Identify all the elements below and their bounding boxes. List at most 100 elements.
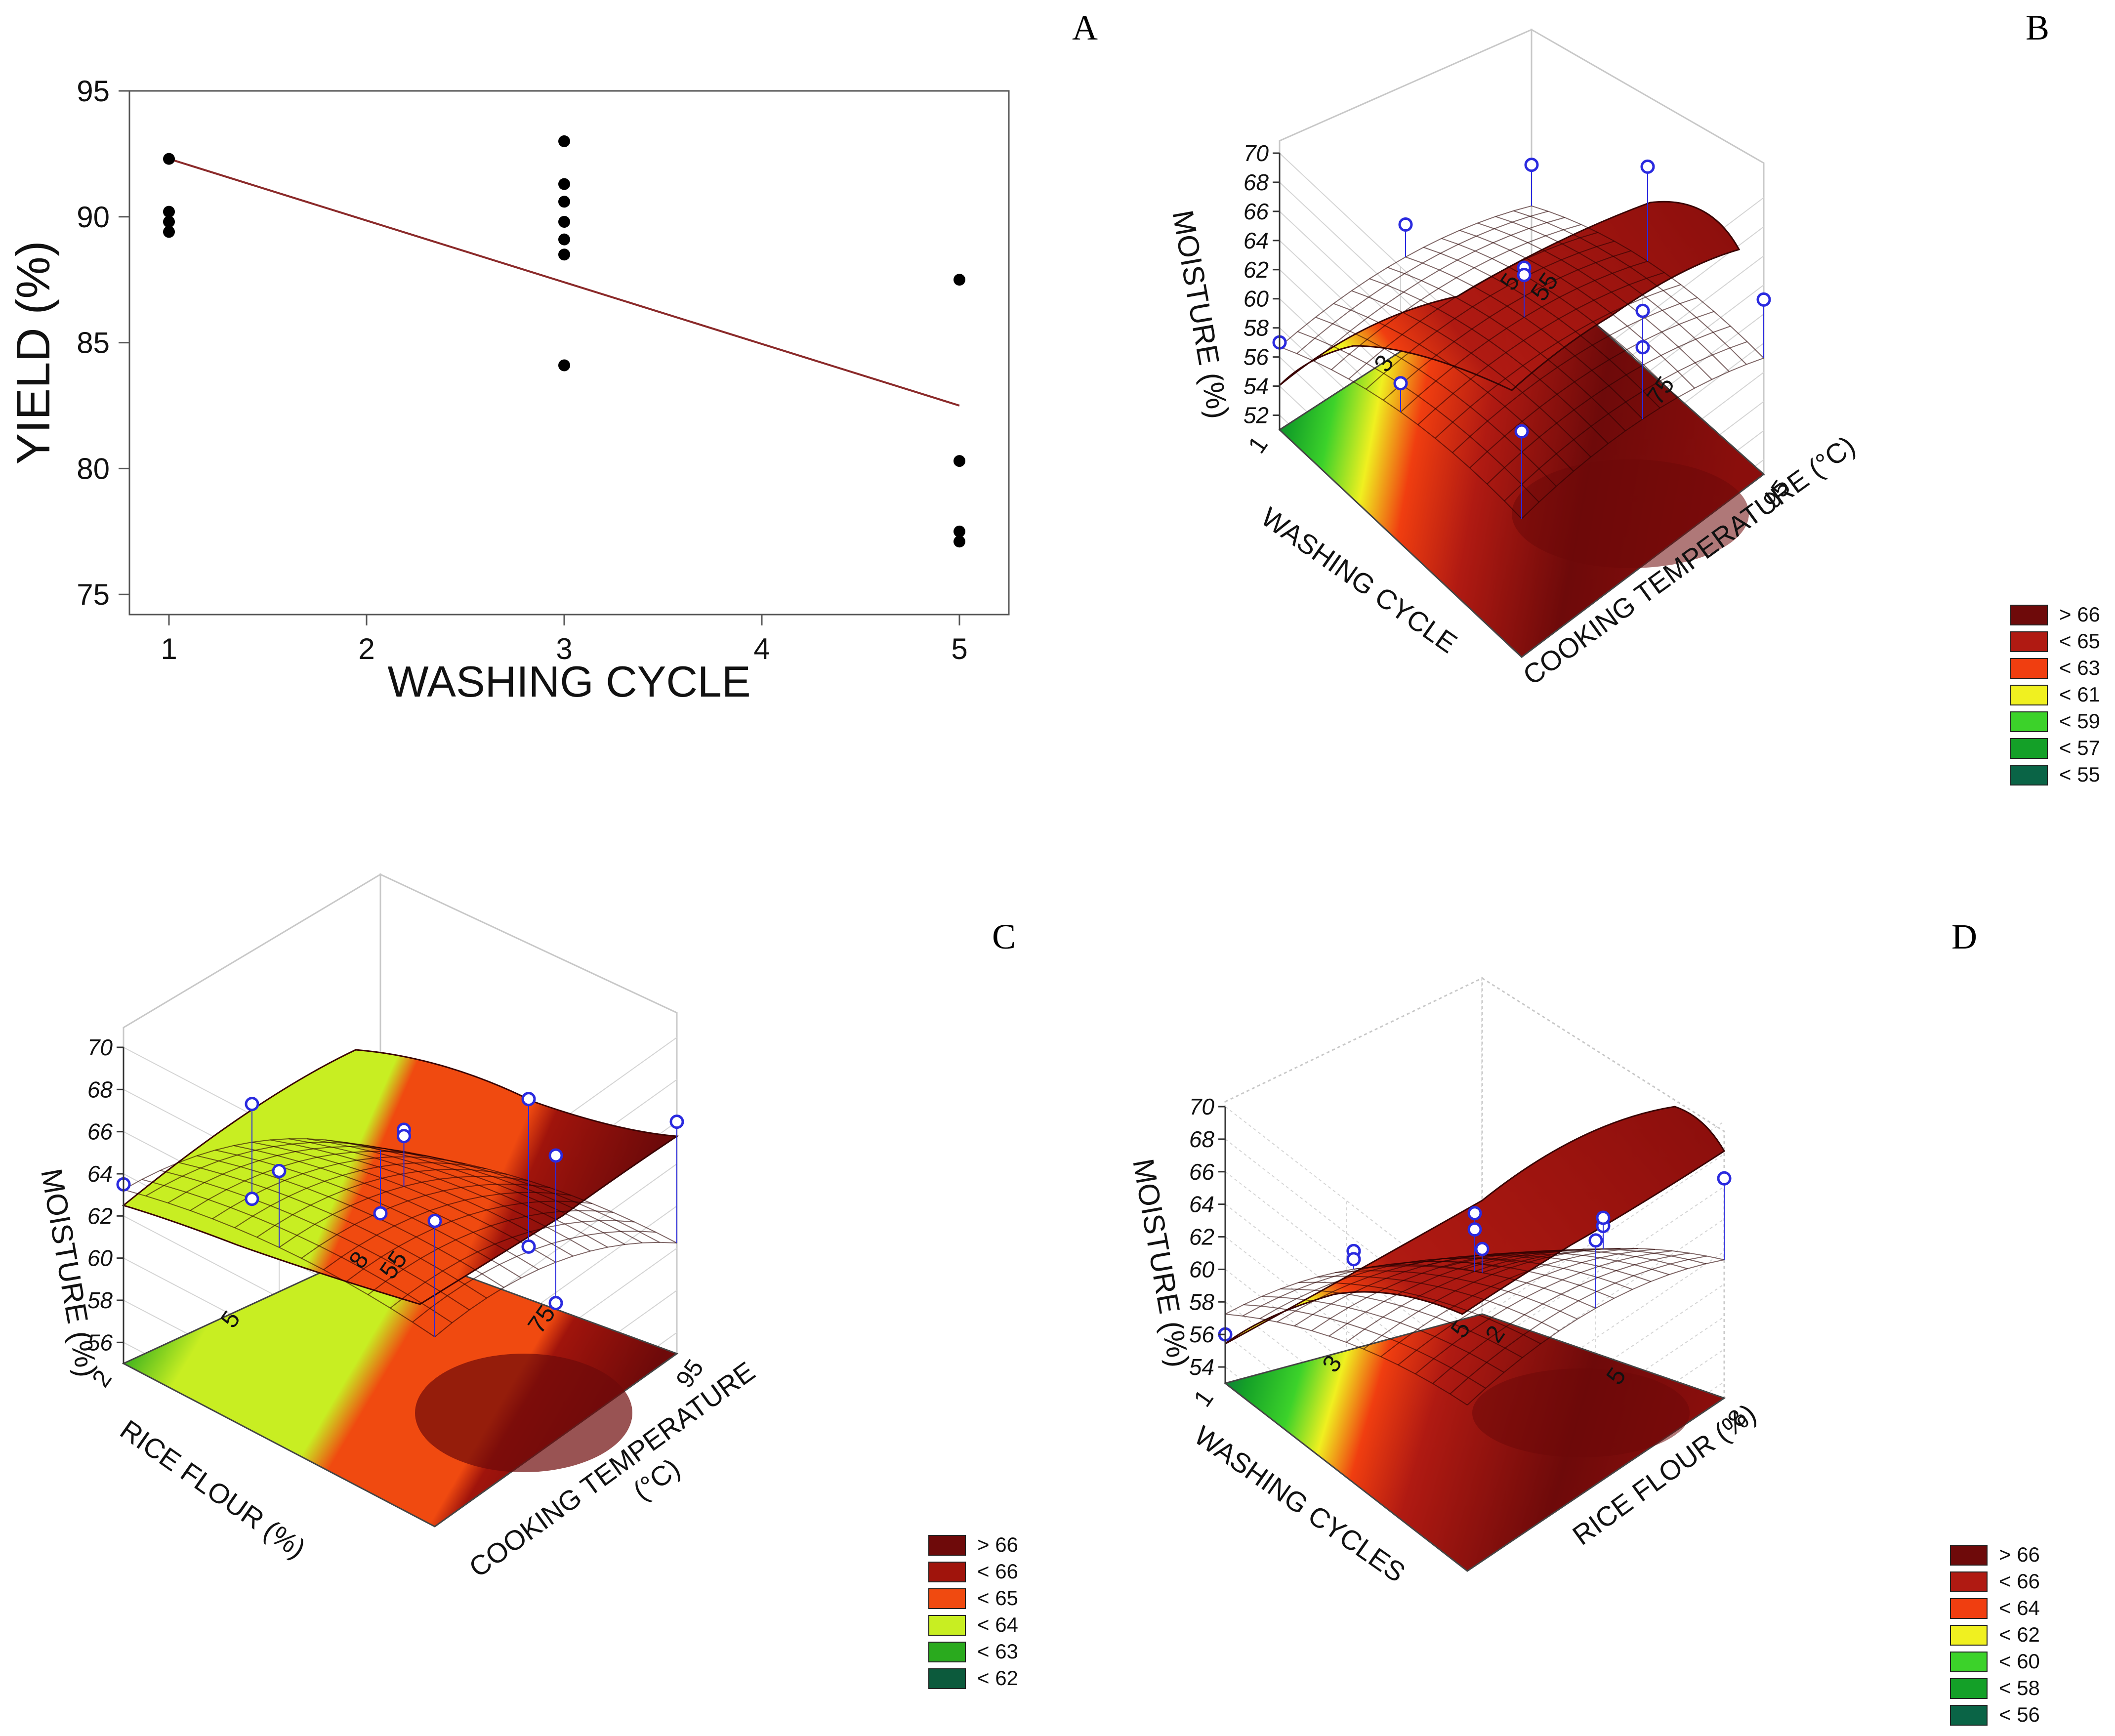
legend-label: < 55 — [2059, 763, 2100, 786]
observation-point — [272, 1163, 287, 1178]
panel-b-z-ticks: 52 54 56 58 60 62 64 66 68 70 — [1244, 140, 1281, 430]
legend-label: < 62 — [1999, 1623, 2040, 1646]
observation-point — [397, 1129, 411, 1144]
panel-a-x-axis-title: WASHING CYCLE — [387, 657, 750, 706]
data-point — [163, 216, 175, 228]
panel-b-legend: > 66 < 65 < 63 < 61 < 59 < 57 < 55 — [2010, 603, 2100, 786]
mesh-line — [1242, 1261, 1500, 1317]
x-tick-label: 3 — [556, 632, 572, 665]
x-tick-label: 5 — [951, 632, 967, 665]
legend-label: < 64 — [977, 1613, 1018, 1636]
legend-swatch — [928, 1642, 966, 1662]
panel-d-z-axis-title: MOISTURE (%) — [1126, 1157, 1196, 1370]
panel-a-ticks — [119, 90, 960, 625]
data-point — [163, 206, 175, 218]
mesh-line — [1398, 1248, 1656, 1365]
mesh-line — [145, 1142, 402, 1197]
wall-grid-line — [1225, 1139, 1725, 1328]
z-tick-label: 70 — [1189, 1094, 1215, 1119]
observation-point — [521, 1239, 536, 1254]
legend-swatch — [2010, 605, 2048, 625]
legend-label: < 63 — [977, 1640, 1018, 1663]
legend-swatch — [2010, 631, 2048, 652]
z-tick-label: 64 — [1189, 1192, 1214, 1217]
mesh-line — [1450, 1255, 1707, 1395]
legend-label: < 64 — [1999, 1596, 2040, 1619]
observation-point — [521, 1092, 536, 1107]
observation-point — [548, 1296, 563, 1311]
panel-a-label: A — [1072, 8, 1098, 47]
legend-swatch — [928, 1615, 966, 1636]
panel-c-response-surface — [122, 1049, 679, 1305]
observation-point — [1524, 158, 1539, 172]
y-tick-label: 95 — [77, 75, 110, 108]
data-point — [558, 359, 570, 372]
observation-point — [373, 1206, 388, 1221]
y-tick-label: 75 — [77, 578, 110, 611]
legend-swatch — [2010, 658, 2048, 679]
observation-point — [1756, 292, 1771, 307]
mesh-line — [1415, 1250, 1673, 1374]
legend-label: < 59 — [2059, 709, 2100, 733]
mesh-line — [1452, 297, 1698, 454]
z-tick-label: 54 — [1244, 373, 1269, 399]
z-tick-label: 62 — [87, 1203, 113, 1229]
legend-label: > 66 — [1999, 1543, 2040, 1566]
legend-swatch — [1950, 1598, 1988, 1619]
observation-point — [1514, 424, 1529, 439]
z-tick-label: 66 — [1189, 1159, 1215, 1185]
z-tick-label: 60 — [87, 1245, 113, 1271]
legend-swatch — [928, 1562, 966, 1582]
observation-point — [1717, 1171, 1732, 1186]
mesh-line — [1432, 1252, 1690, 1384]
panel-b-label: B — [2026, 8, 2049, 47]
legend-swatch — [2010, 738, 2048, 759]
panel-d-observed-points — [1218, 1171, 1732, 1342]
panel-b-observed-points — [1272, 158, 1771, 519]
legend-label: < 66 — [1999, 1570, 2040, 1593]
mesh-line — [1348, 232, 1598, 379]
mesh-line — [1328, 1249, 1586, 1337]
panel-a-plot-frame — [128, 90, 1010, 616]
mesh-line — [1366, 241, 1615, 390]
z-tick-label: 62 — [1244, 257, 1269, 283]
observation-point — [427, 1213, 442, 1228]
legend-swatch — [2010, 711, 2048, 732]
z-tick-label: 52 — [1244, 403, 1269, 428]
legend-label: < 57 — [2059, 736, 2100, 759]
panel-b-z-axis-title: MOISTURE (%) — [1166, 208, 1235, 421]
data-point — [558, 216, 570, 228]
y-tick-label: 80 — [77, 452, 110, 485]
mesh-line — [1380, 1248, 1638, 1357]
mesh-line — [323, 1192, 571, 1270]
observation-point — [669, 1115, 684, 1129]
legend-swatch — [2010, 765, 2048, 785]
observation-point — [1635, 303, 1650, 318]
z-tick-label: 68 — [1189, 1126, 1215, 1152]
panel-b-surface-mesh — [1279, 205, 1764, 519]
panel-c-z-axis-title: MOISTURE (%) — [35, 1166, 104, 1380]
z-tick-label: 70 — [1244, 140, 1269, 166]
mesh-line — [1331, 224, 1581, 371]
observation-point — [1346, 1252, 1361, 1267]
mesh-line — [256, 1168, 508, 1238]
x-tick-label: 2 — [358, 632, 374, 665]
legend-swatch — [2010, 685, 2048, 705]
legend-label: < 65 — [977, 1586, 1018, 1610]
panel-a-tick-labels: 1 2 3 4 5 75 80 85 90 95 — [77, 75, 967, 665]
mesh-line — [1435, 284, 1681, 439]
z-tick-label: 70 — [87, 1034, 113, 1060]
panel-d-z-ticks: 54 56 58 60 62 64 66 68 70 — [1189, 1094, 1226, 1383]
mesh-line — [301, 1183, 550, 1259]
mesh-line — [1417, 272, 1664, 425]
data-point — [954, 274, 965, 286]
observation-point — [1467, 1206, 1482, 1221]
legend-swatch — [928, 1668, 966, 1689]
data-point — [558, 135, 570, 147]
panel-d-contour-core — [1472, 1368, 1690, 1457]
z-tick-label: 66 — [1244, 199, 1269, 224]
data-point — [954, 455, 965, 467]
data-point — [954, 525, 965, 537]
panel-a-scatter: A 1 2 3 4 5 75 80 85 90 95 WASHING CYCLE YIELD (%… — [7, 8, 1098, 706]
